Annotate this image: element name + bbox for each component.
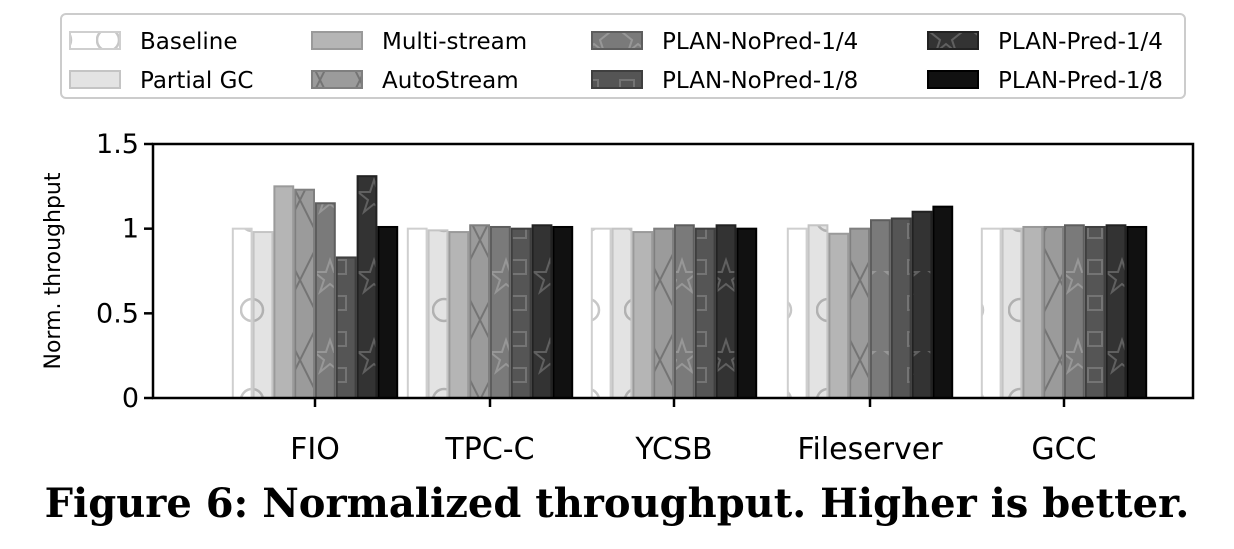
y-tick-label: 0.5: [96, 298, 139, 329]
y-axis-label: Norm. throughput: [41, 172, 66, 369]
legend-item-partial-gc: Partial GC: [69, 68, 253, 94]
bar-hatch: [872, 221, 889, 397]
bar-hatch: [512, 229, 530, 397]
bar-hatch: [1003, 229, 1021, 397]
legend-swatch-hatch: [929, 33, 977, 48]
legend-swatch-hatch: [593, 33, 641, 48]
bar-multi-stream-gcc: [1022, 225, 1044, 399]
bar-hatch: [788, 229, 806, 397]
legend-label: PLAN-Pred-1/8: [998, 68, 1163, 94]
legend-item-multi-stream: Multi-stream: [311, 29, 527, 55]
bar-hatch: [408, 229, 426, 397]
legend-label: Partial GC: [140, 68, 253, 94]
x-tick-label-gcc: GCC: [1031, 432, 1096, 467]
y-tick-label: 0: [122, 383, 139, 414]
bar-plan-pred-1-8-ycsb: [736, 227, 758, 399]
bar-hatch: [317, 204, 334, 397]
legend-item-plan-nopred-1-4: PLAN-NoPred-1/4: [591, 29, 858, 55]
bar-hatch: [1107, 226, 1125, 397]
x-tick-label-fio: FIO: [290, 432, 340, 467]
y-tick-label: 1: [122, 214, 139, 245]
bar-plan-pred-1-8-fio: [377, 225, 399, 399]
legend-swatch-hatch: [593, 72, 641, 87]
bar-hatch: [429, 231, 447, 397]
y-tick-label: 1.5: [96, 129, 139, 160]
bar-hatch: [533, 226, 551, 397]
legend-swatch-hatch: [71, 33, 119, 48]
bar-hatch: [613, 229, 631, 397]
legend-swatch: [927, 70, 979, 89]
bar-hatch: [676, 226, 693, 397]
bar-multi-stream-fio: [273, 185, 295, 399]
legend-swatch-hatch: [313, 72, 361, 87]
bar-hatch: [696, 229, 714, 397]
bar-hatch: [233, 229, 251, 397]
legend-label: Baseline: [140, 29, 238, 55]
legend-swatch-hatch: [71, 72, 119, 87]
legend-label: AutoStream: [382, 68, 519, 94]
legend-label: Multi-stream: [382, 29, 527, 55]
x-tick-label-tpc-c: TPC-C: [444, 432, 534, 467]
bar-hatch: [1066, 226, 1083, 397]
bar-hatch: [254, 233, 272, 397]
legend-item-baseline: Baseline: [69, 29, 238, 55]
bar-multi-stream-tpc-c: [448, 231, 470, 399]
bar-hatch: [1086, 227, 1104, 397]
legend-label: PLAN-NoPred-1/8: [662, 68, 858, 94]
legend-item-plan-nopred-1-8: PLAN-NoPred-1/8: [591, 68, 858, 94]
bar-hatch: [337, 258, 355, 397]
bar-hatch: [655, 229, 672, 397]
x-tick-label-ycsb: YCSB: [634, 432, 712, 467]
legend: Baseline Partial GC Multi-stream AutoStream…: [60, 13, 1186, 99]
bar-hatch: [471, 226, 488, 397]
bar-multi-stream-fileserver: [828, 232, 850, 399]
bar-plan-pred-1-8-gcc: [1126, 225, 1148, 399]
legend-swatch: [311, 31, 363, 50]
plot-area: 0 0.5 1 1.5 FIO TPC-C YCSB Fileserver GCC Norm.…: [41, 129, 1195, 467]
bar-hatch: [1045, 227, 1062, 397]
bar-hatch: [809, 226, 827, 397]
bar-hatch: [717, 226, 735, 397]
legend-label: PLAN-Pred-1/4: [998, 29, 1163, 55]
legend-label: PLAN-NoPred-1/4: [662, 29, 858, 55]
legend-item-autostream: AutoStream: [311, 68, 519, 94]
bar-hatch: [892, 219, 910, 397]
bar-hatch: [982, 229, 1000, 397]
bar-hatch: [851, 229, 868, 397]
bar-hatch: [492, 227, 509, 397]
bar-hatch: [592, 229, 610, 397]
legend-item-plan-pred-1-4: PLAN-Pred-1/4: [927, 29, 1163, 55]
bar-plan-pred-1-8-tpc-c: [552, 225, 574, 399]
bar-hatch: [913, 212, 931, 397]
legend-item-plan-pred-1-8: PLAN-Pred-1/8: [927, 68, 1163, 94]
bar-hatch: [296, 190, 313, 397]
bar-hatch: [358, 177, 376, 397]
bar-plan-pred-1-8-fileserver: [932, 205, 954, 399]
bar-multi-stream-ycsb: [632, 231, 654, 399]
figure-caption: Figure 6: Normalized throughput. Higher …: [44, 480, 1190, 527]
x-tick-label-fileserver: Fileserver: [797, 432, 943, 467]
